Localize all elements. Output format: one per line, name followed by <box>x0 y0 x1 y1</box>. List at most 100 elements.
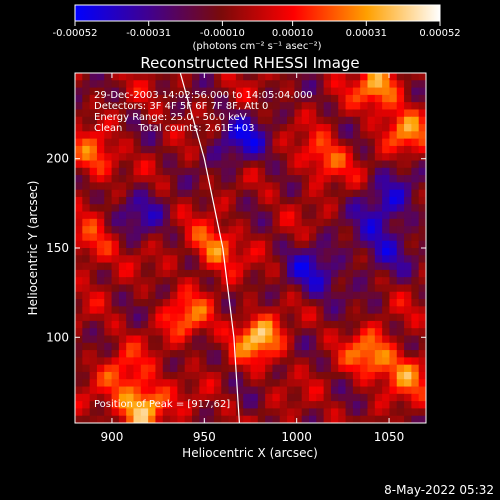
heatmap-cell <box>323 299 332 307</box>
heatmap-cell <box>294 393 303 402</box>
heatmap-cell <box>133 233 142 242</box>
heatmap-cell <box>345 87 354 96</box>
heatmap-cell <box>309 160 317 169</box>
heatmap-cell <box>118 306 127 315</box>
heatmap-cell <box>118 109 127 118</box>
heatmap-cell <box>192 364 200 373</box>
heatmap-cell <box>352 408 361 417</box>
heatmap-cell <box>389 94 398 103</box>
heatmap-cell <box>170 401 178 410</box>
heatmap-cell <box>323 160 332 169</box>
heatmap-cell <box>250 124 259 132</box>
heatmap-cell <box>374 160 383 169</box>
heatmap-cell <box>243 80 252 89</box>
heatmap-cell <box>192 335 200 344</box>
heatmap-cell <box>330 109 339 118</box>
heatmap-cell <box>206 138 215 147</box>
heatmap-cell <box>243 124 252 132</box>
colorbar-tick-label: -0.00010 <box>200 28 245 39</box>
heatmap-cell <box>411 248 420 256</box>
colorbar-ticks: -0.00052 -0.00031 -0.00010 0.00010 0.00031 0.… <box>53 21 461 39</box>
heatmap-cell <box>89 328 98 337</box>
heatmap-cell <box>404 196 412 205</box>
heatmap-cell <box>148 167 157 176</box>
heatmap-cell <box>213 313 222 322</box>
heatmap-cell <box>221 364 230 373</box>
heatmap-cell <box>338 248 347 256</box>
heatmap-cell <box>309 204 317 213</box>
heatmap-cell <box>272 350 281 358</box>
heatmap-cell <box>155 320 164 329</box>
heatmap-cell <box>411 175 420 183</box>
heatmap-cell <box>82 102 91 111</box>
heatmap-cell <box>316 94 325 103</box>
heatmap-cell <box>360 124 369 132</box>
heatmap-cell <box>374 145 383 154</box>
heatmap-cell <box>199 371 208 380</box>
heatmap-cell <box>411 73 420 81</box>
heatmap-cell <box>184 109 193 118</box>
heatmap-cell <box>75 328 83 337</box>
heatmap-cell <box>140 379 149 388</box>
heatmap-cell <box>367 357 376 366</box>
heatmap-cell <box>360 87 369 96</box>
heatmap-cell <box>184 393 193 402</box>
heatmap-cell <box>148 379 157 388</box>
heatmap-cell <box>104 233 113 242</box>
heatmap-cell <box>287 284 295 293</box>
heatmap-cell <box>243 73 252 81</box>
heatmap-cell <box>104 109 113 118</box>
heatmap-cell <box>323 175 332 183</box>
heatmap-cell <box>323 167 332 176</box>
heatmap-cell <box>140 277 149 286</box>
heatmap-cell <box>235 204 244 213</box>
y-axis-label: Heliocentric Y (arcsec) <box>26 181 40 316</box>
heatmap-cell <box>279 145 288 154</box>
heatmap-cell <box>294 255 303 264</box>
heatmap-cell <box>89 94 98 103</box>
heatmap-cell <box>411 87 420 96</box>
heatmap-cell <box>257 204 266 213</box>
heatmap-cell <box>301 160 310 169</box>
heatmap-cell <box>265 313 274 322</box>
heatmap-cell <box>404 138 412 147</box>
heatmap-cell <box>199 102 208 111</box>
heatmap-cell <box>213 94 222 103</box>
heatmap-cell <box>418 233 426 242</box>
heatmap-cell <box>345 277 354 286</box>
heatmap-cell <box>367 87 376 96</box>
heatmap-cell <box>389 269 398 278</box>
heatmap-cell <box>360 379 369 388</box>
heatmap-cell <box>155 415 164 423</box>
heatmap-cell <box>235 182 244 191</box>
heatmap-cell <box>206 401 215 410</box>
heatmap-cell <box>75 269 83 278</box>
heatmap-cell <box>396 342 405 351</box>
heatmap-cell <box>316 342 325 351</box>
heatmap-cell <box>148 233 157 242</box>
heatmap-cell <box>404 153 412 162</box>
heatmap-cell <box>265 284 274 293</box>
heatmap-cell <box>243 87 252 96</box>
heatmap-cell <box>396 291 405 300</box>
heatmap-cell <box>257 306 266 315</box>
heatmap-cell <box>404 94 412 103</box>
heatmap-cell <box>338 124 347 132</box>
observation-info: 29-Dec-2003 14:02:56.000 to 14:05:04.000… <box>94 90 313 134</box>
heatmap-cell <box>389 138 398 147</box>
heatmap-cell <box>235 277 244 286</box>
heatmap-cell <box>104 175 113 183</box>
heatmap-cell <box>96 189 105 198</box>
heatmap-cell <box>126 182 135 191</box>
heatmap-cell <box>257 73 266 81</box>
heatmap-cell <box>133 269 142 278</box>
heatmap-cell <box>367 335 376 344</box>
heatmap-cell <box>192 342 200 351</box>
heatmap-cell <box>184 255 193 264</box>
heatmap-cell <box>82 306 91 315</box>
heatmap-cell <box>301 175 310 183</box>
heatmap-cell <box>279 401 288 410</box>
heatmap-cell <box>199 182 208 191</box>
heatmap-cell <box>404 131 412 140</box>
heatmap-cell <box>330 80 339 89</box>
